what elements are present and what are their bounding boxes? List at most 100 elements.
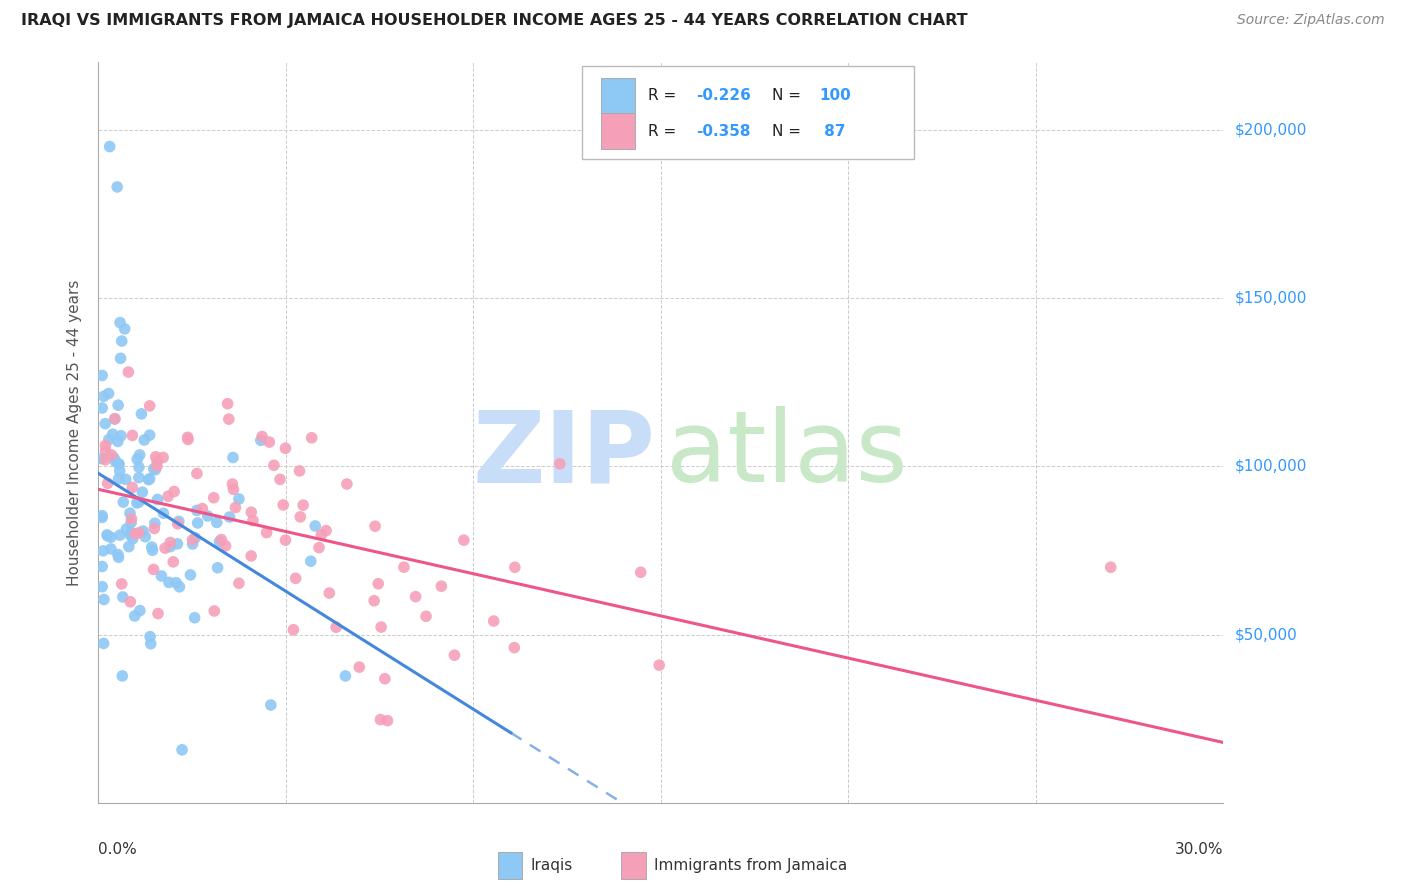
Point	[184, 531, 207, 545]
Point	[121, 428, 143, 442]
Bar	[621, 853, 647, 879]
Point	[157, 489, 180, 503]
Point	[100, 530, 122, 544]
Point	[146, 492, 169, 507]
Point	[121, 532, 143, 546]
Point	[107, 398, 129, 412]
Text: R =: R =	[648, 124, 682, 138]
Point	[93, 592, 115, 607]
Point	[181, 533, 204, 547]
Text: $100,000: $100,000	[1234, 458, 1306, 474]
Point	[222, 483, 245, 497]
Point	[145, 450, 167, 464]
Point	[183, 611, 205, 625]
Point	[259, 435, 281, 450]
Point	[128, 460, 150, 475]
Point	[101, 427, 124, 442]
Point	[128, 448, 150, 462]
Point	[131, 407, 153, 421]
Point	[124, 526, 146, 541]
Point	[91, 559, 114, 574]
Point	[370, 620, 392, 634]
Point	[159, 540, 181, 554]
Point	[242, 514, 264, 528]
Point	[367, 576, 389, 591]
Point	[318, 586, 340, 600]
Point	[111, 577, 134, 591]
Point	[181, 537, 204, 551]
Text: ZIP: ZIP	[472, 407, 655, 503]
Point	[104, 412, 127, 426]
Point	[186, 503, 208, 517]
Point	[336, 477, 359, 491]
Point	[415, 609, 437, 624]
Point	[166, 537, 188, 551]
Point	[169, 580, 191, 594]
Point	[1099, 560, 1122, 574]
Point	[186, 467, 208, 481]
Point	[146, 607, 169, 621]
Point	[91, 508, 114, 523]
Point	[100, 541, 122, 556]
Point	[118, 540, 141, 554]
Point	[197, 508, 219, 523]
Point	[274, 441, 297, 455]
Point	[127, 452, 149, 467]
Point	[269, 472, 291, 486]
Point	[170, 743, 193, 757]
Point	[308, 541, 330, 555]
Point	[134, 433, 156, 447]
Point	[91, 544, 114, 558]
Point	[94, 417, 117, 431]
Point	[138, 428, 160, 442]
Point	[503, 560, 526, 574]
Point	[108, 528, 131, 542]
Point	[207, 560, 229, 574]
Point	[125, 496, 148, 510]
Point	[91, 580, 114, 594]
Point	[202, 491, 225, 505]
Point	[179, 568, 201, 582]
Point	[120, 528, 142, 542]
Point	[187, 516, 209, 530]
Text: 0.0%: 0.0%	[98, 842, 138, 856]
Text: $50,000: $50,000	[1234, 627, 1298, 642]
Point	[143, 463, 166, 477]
Point	[108, 457, 131, 471]
Point	[377, 714, 399, 728]
Text: 100: 100	[820, 88, 851, 103]
Text: Iraqis: Iraqis	[530, 858, 572, 873]
Point	[217, 397, 239, 411]
Point	[274, 533, 297, 548]
Point	[91, 510, 114, 524]
Point	[250, 429, 273, 443]
Point	[205, 516, 228, 530]
Point	[141, 540, 163, 554]
Point	[120, 516, 142, 530]
Point	[105, 180, 128, 194]
Point	[271, 498, 294, 512]
Point	[138, 472, 160, 486]
Text: 30.0%: 30.0%	[1175, 842, 1223, 856]
Point	[284, 571, 307, 585]
Point	[128, 470, 150, 484]
Point	[121, 481, 143, 495]
Point	[430, 579, 453, 593]
Point	[167, 514, 190, 528]
Point	[117, 365, 139, 379]
Point	[104, 411, 127, 425]
FancyBboxPatch shape	[582, 66, 914, 159]
Point	[315, 524, 337, 538]
Bar	[602, 78, 636, 113]
Point	[111, 590, 134, 604]
Point	[146, 454, 169, 468]
Text: atlas: atlas	[666, 407, 908, 503]
Point	[482, 614, 505, 628]
Point	[405, 590, 427, 604]
Point	[94, 438, 117, 452]
Point	[335, 669, 357, 683]
Point	[141, 543, 163, 558]
Point	[249, 434, 271, 448]
Point	[288, 464, 311, 478]
Point	[283, 623, 305, 637]
